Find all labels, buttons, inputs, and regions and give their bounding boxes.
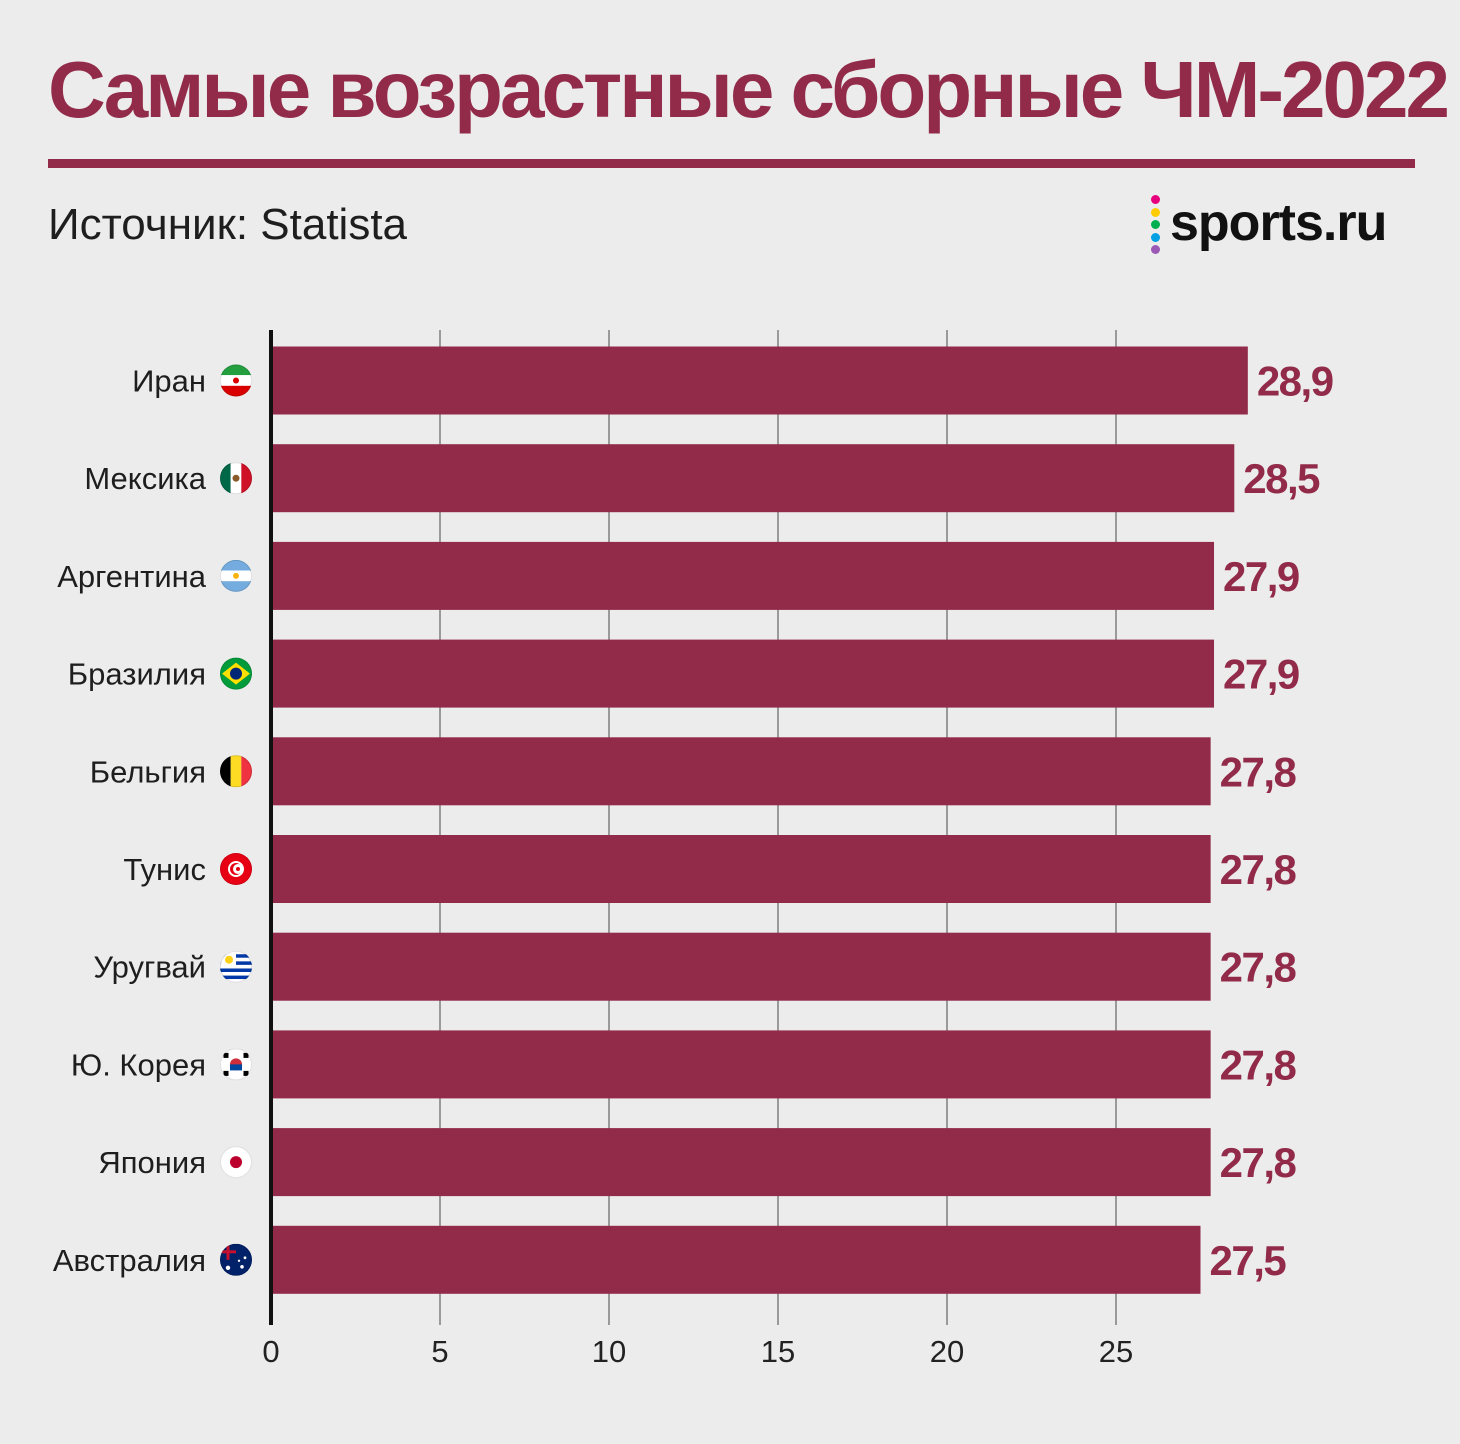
source-note: Источник: Statista — [48, 200, 408, 249]
bar — [271, 835, 1211, 903]
belgium-flag-icon — [220, 755, 252, 788]
value-label: 27,5 — [1210, 1237, 1287, 1284]
category-label: Австралия — [53, 1243, 206, 1278]
value-label: 27,9 — [1223, 553, 1299, 600]
logo-text: sports.ru — [1170, 194, 1387, 252]
category-label: Бельгия — [90, 754, 206, 789]
value-label: 28,5 — [1243, 455, 1320, 502]
bar — [271, 932, 1211, 1001]
logo-dot — [1151, 232, 1160, 242]
category-label: Япония — [98, 1145, 206, 1180]
category-label: Уругвай — [93, 950, 206, 985]
bar — [271, 1128, 1211, 1197]
category-label: Мексика — [84, 461, 206, 496]
value-label: 27,8 — [1220, 748, 1297, 795]
iran-flag-icon — [220, 364, 252, 397]
x-tick-label: 15 — [761, 1334, 795, 1369]
x-tick-label: 20 — [930, 1334, 964, 1369]
logo-dot — [1151, 195, 1160, 204]
bar — [271, 541, 1215, 610]
x-tick-label: 5 — [431, 1334, 448, 1369]
bar — [271, 639, 1215, 708]
mexico-flag-icon — [220, 462, 252, 495]
logo-dot — [1151, 245, 1160, 254]
value-label: 27,8 — [1220, 846, 1297, 893]
category-label: Бразилия — [68, 657, 206, 692]
bar — [271, 1030, 1211, 1099]
category-label: Тунис — [123, 852, 206, 887]
bars — [271, 346, 1248, 1294]
category-label: Аргентина — [57, 559, 207, 594]
south-korea-flag-icon — [220, 1048, 252, 1081]
uruguay-flag-icon — [220, 950, 252, 983]
value-label: 28,9 — [1257, 358, 1333, 405]
argentina-flag-icon — [220, 559, 252, 592]
logo-dot — [1151, 207, 1160, 217]
category-label: Иран — [132, 364, 206, 399]
value-label: 27,8 — [1220, 944, 1297, 991]
australia-flag-icon — [220, 1243, 252, 1276]
brazil-flag-icon — [220, 657, 252, 690]
title-divider — [48, 159, 1415, 168]
value-label: 27,9 — [1223, 651, 1299, 698]
value-label: 27,8 — [1220, 1139, 1297, 1186]
logo-dots — [1148, 193, 1162, 257]
value-label: 27,8 — [1220, 1041, 1297, 1088]
bar — [271, 737, 1211, 806]
tunisia-flag-icon — [220, 853, 252, 885]
x-tick-label: 10 — [592, 1334, 626, 1369]
bar — [271, 1225, 1201, 1294]
x-tick-label: 25 — [1099, 1334, 1133, 1369]
x-tick-label: 0 — [262, 1334, 279, 1369]
bar — [271, 346, 1248, 415]
japan-flag-icon — [220, 1146, 252, 1179]
chart-title: Самые возрастные сборные ЧМ-2022 — [48, 45, 1450, 134]
bar — [271, 444, 1235, 513]
category-label: Ю. Корея — [71, 1047, 206, 1082]
logo-dot — [1151, 220, 1160, 229]
labels: 0 5 10 15 20 25 28,9 Иран 28,5 Мексика 27,9 Аргенти… — [53, 358, 1334, 1370]
